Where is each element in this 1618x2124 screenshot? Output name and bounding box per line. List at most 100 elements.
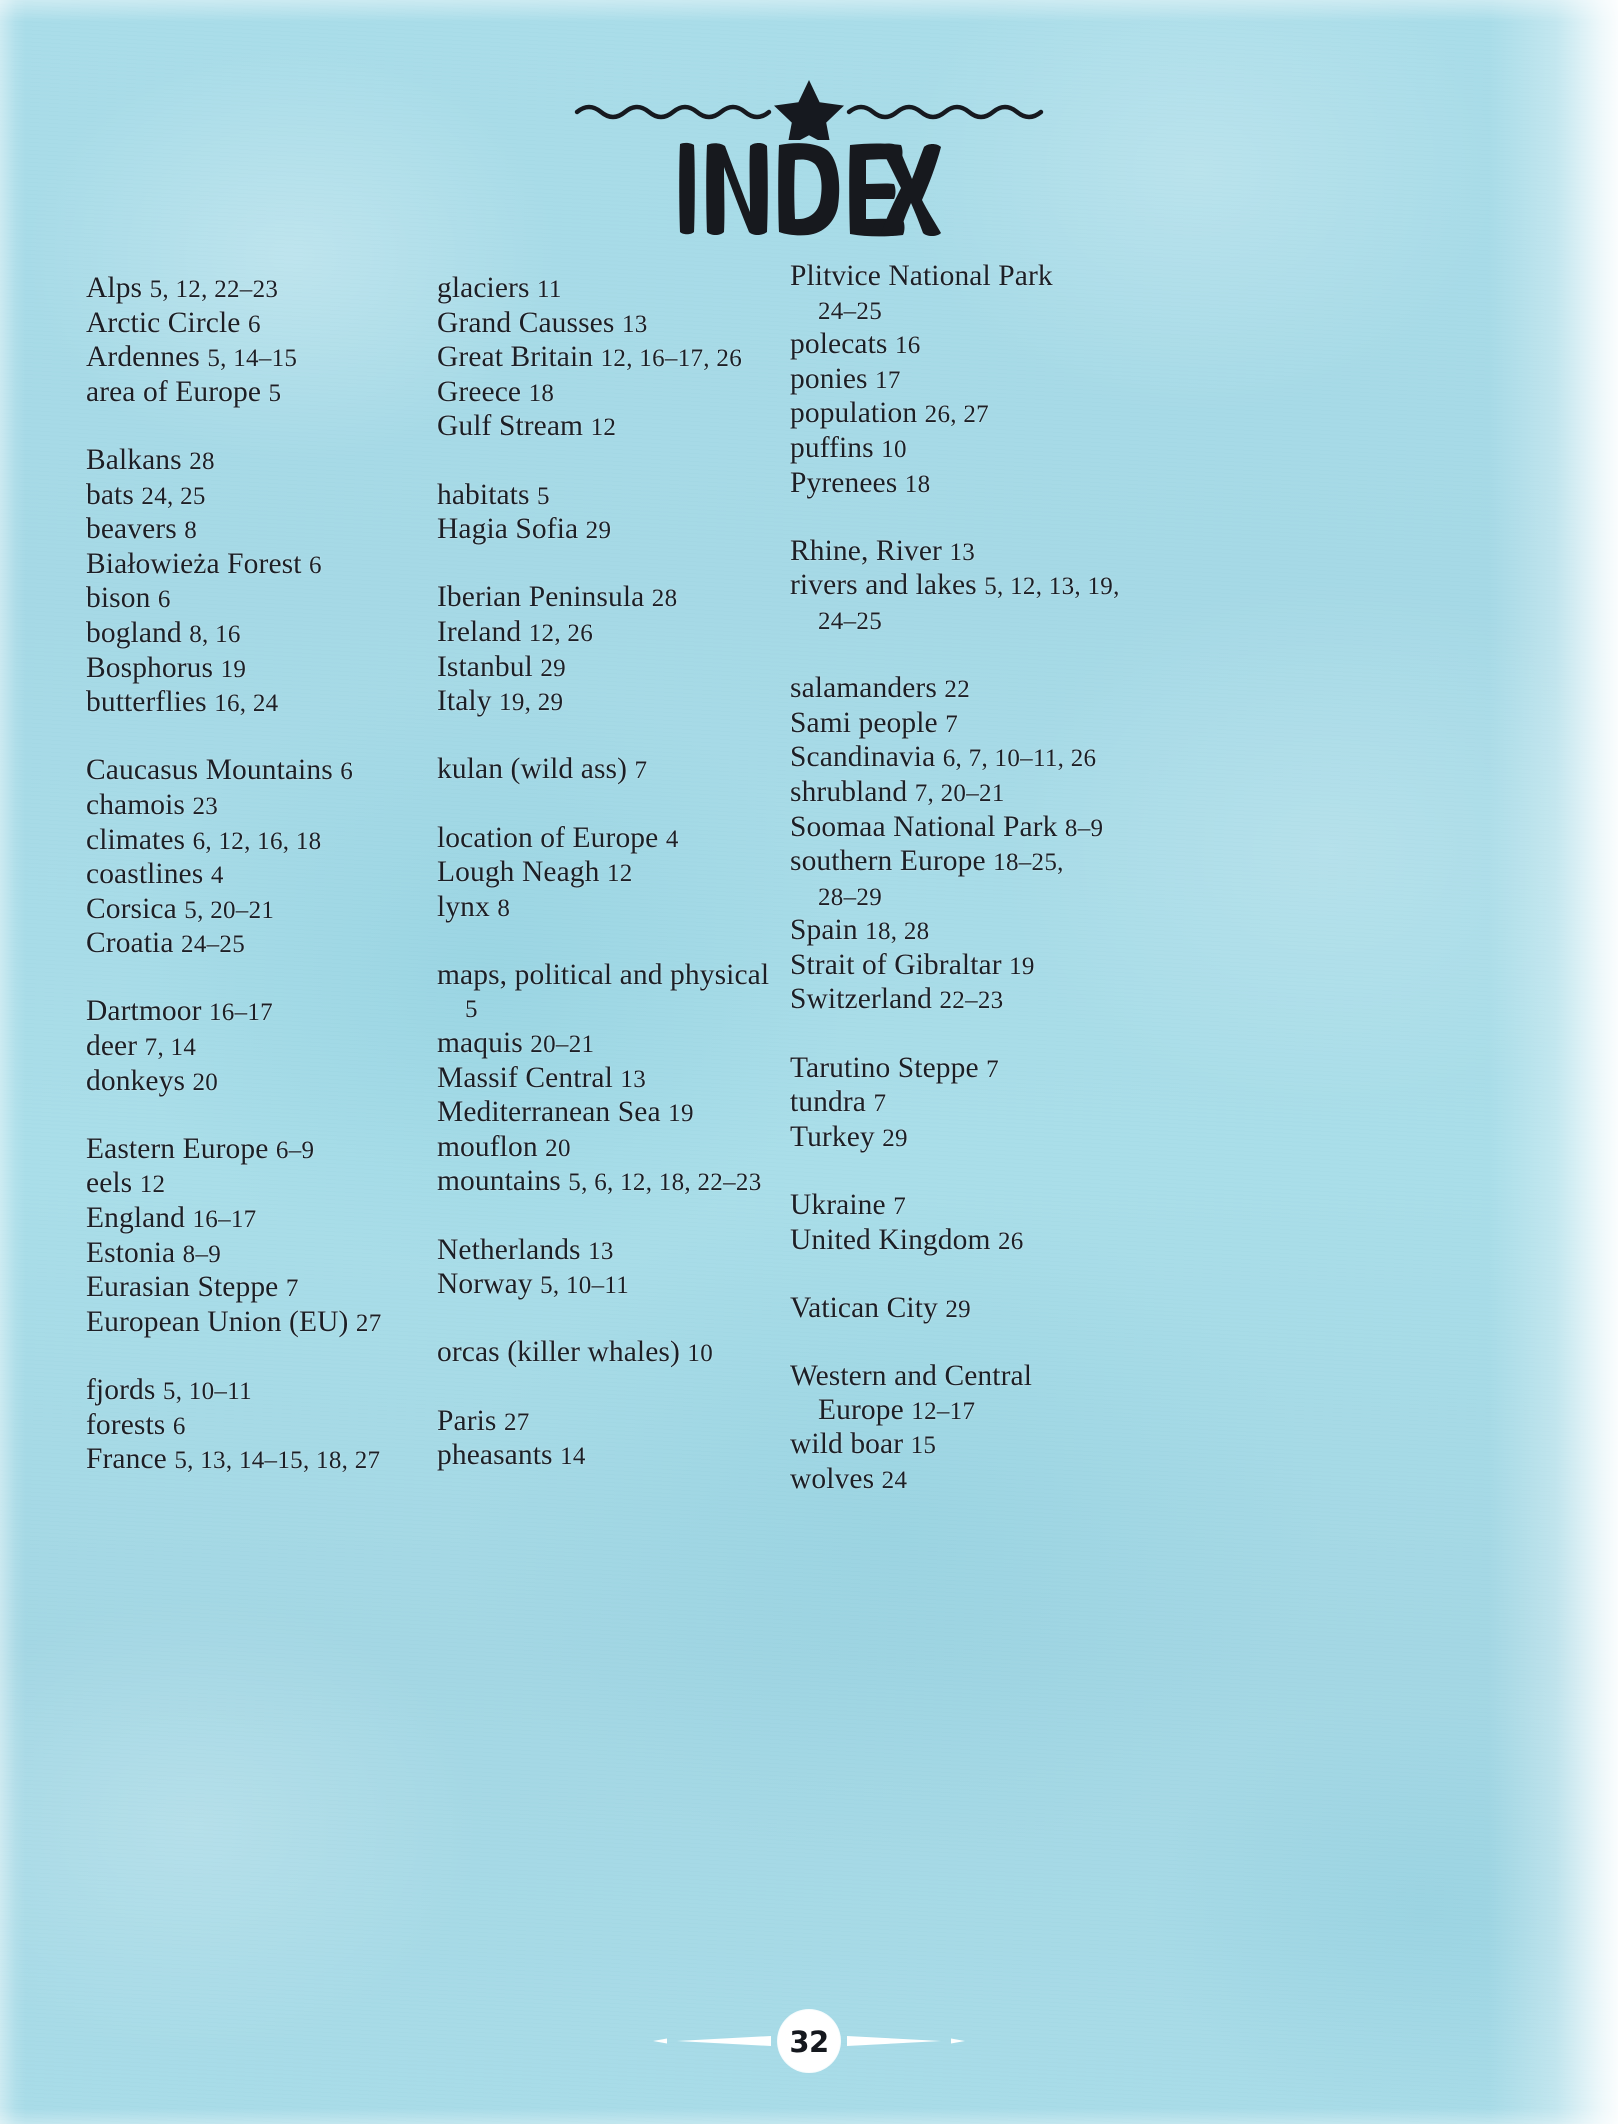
index-entry-pages: 20 <box>192 1068 219 1096</box>
index-entry-pages: 6–9 <box>275 1136 315 1164</box>
index-entry-term: Alps <box>86 272 150 304</box>
index-group-separator <box>790 1326 1145 1360</box>
index-entry-pages: 19 <box>668 1100 694 1128</box>
index-entry-term: Eurasian Steppe <box>86 1271 286 1304</box>
index-entry-pages: 7, 14 <box>144 1034 197 1062</box>
index-entry-term: Turkey <box>790 1120 883 1153</box>
index-entry-term: Pyrenees <box>790 466 905 499</box>
index-entry-term: bats <box>86 478 142 511</box>
index-entry: Gulf Stream 12 <box>437 410 782 445</box>
index-entry: salamanders 22 <box>790 672 1145 707</box>
index-entry-term: area of Europe <box>86 375 269 408</box>
index-entry-pages: 12 <box>139 1171 166 1199</box>
index-entry-term: Ukraine <box>790 1189 894 1222</box>
index-entry: glaciers 11 <box>437 272 782 307</box>
index-entry-term: Western and Central <box>790 1360 1032 1392</box>
index-entry-term: Eastern Europe <box>86 1132 276 1165</box>
index-entry: Spain 18, 28 <box>790 914 1145 949</box>
index-entry-term: fjords <box>86 1374 163 1406</box>
index-group-separator <box>437 548 782 582</box>
index-entry: puffins 10 <box>790 432 1145 467</box>
index-entry: Ireland 12, 26 <box>437 616 782 651</box>
index-entry-term: mouflon <box>437 1130 546 1163</box>
index-entry-pages: 20 <box>545 1134 571 1162</box>
index-entry-pages: 7 <box>873 1090 887 1118</box>
index-entry-pages: 8–9 <box>182 1240 222 1268</box>
index-entry: Estonia 8–9 <box>86 1237 416 1272</box>
index-entry-pages: 6 <box>340 758 354 786</box>
index-entry: Arctic Circle 6 <box>86 307 416 342</box>
index-entry: Greece 18 <box>437 376 782 411</box>
index-group-separator <box>437 720 782 754</box>
title-ornament <box>569 78 1049 147</box>
index-entry: Croatia 24–25 <box>86 927 416 962</box>
index-entry-pages: 4 <box>210 862 224 890</box>
index-entry: Eastern Europe 6–9 <box>86 1133 416 1168</box>
index-entry-term: wolves <box>790 1462 882 1495</box>
index-group-separator <box>790 1258 1145 1292</box>
index-entry: habitats 5 <box>437 479 782 514</box>
index-entry-pages: 13 <box>949 538 976 566</box>
index-entry-term: salamanders <box>790 672 945 705</box>
index-entry-term: deer <box>86 1030 145 1063</box>
index-entry-term: shrubland <box>790 775 915 808</box>
index-entry: maquis 20–21 <box>437 1027 782 1062</box>
index-entry: Bosphorus 19 <box>86 652 416 687</box>
index-entry-pages: 8 <box>497 894 511 922</box>
index-entry-pages: 4 <box>665 825 679 853</box>
index-entry-term: bogland <box>86 616 190 649</box>
index-entry-pages: 12, 26 <box>528 619 594 647</box>
page-edge-left-glow <box>0 0 26 2124</box>
index-entry: Lough Neagh 12 <box>437 856 782 891</box>
index-entry-pages: 27 <box>503 1408 530 1436</box>
index-entry-term: Sami people <box>790 706 946 739</box>
index-entry-pages: 6, 12, 16, 18 <box>192 827 322 855</box>
index-entry: France 5, 13, 14–15, 18, 27 <box>86 1443 416 1478</box>
index-entry-pages: 16 <box>894 332 921 360</box>
index-entry-pages: 24, 25 <box>141 482 206 510</box>
index-entry: Iberian Peninsula 28 <box>437 581 782 616</box>
star-icon <box>774 80 844 147</box>
index-entry-pages: 5, 12, 13, 19, <box>984 573 1120 601</box>
index-entry: southern Europe 18–25, 28–29 <box>790 845 1145 914</box>
index-entry: bison 6 <box>86 582 416 617</box>
index-entry-pages: 24–25 <box>181 931 246 959</box>
index-entry: Turkey 29 <box>790 1121 1145 1156</box>
index-entry: Strait of Gibraltar 19 <box>790 949 1145 984</box>
index-entry-continuation-pages: 28–29 <box>818 883 882 911</box>
index-entry: Mediterranean Sea 19 <box>437 1096 782 1131</box>
index-entry: forests 6 <box>86 1409 416 1444</box>
index-entry-term: Balkans <box>86 443 190 476</box>
index-entry-pages: 19 <box>1009 952 1035 980</box>
index-group-separator <box>790 1018 1145 1052</box>
index-entry-pages: 13 <box>620 1065 646 1093</box>
index-entry: Corsica 5, 20–21 <box>86 893 416 928</box>
index-entry-pages: 5, 10–11 <box>162 1378 252 1405</box>
index-group-separator <box>86 1099 416 1133</box>
index-entry: Sami people 7 <box>790 707 1145 742</box>
index-entry-pages: 5 <box>537 482 550 510</box>
index-entry: Paris 27 <box>437 1405 782 1440</box>
index-entry: Tarutino Steppe 7 <box>790 1052 1145 1087</box>
index-entry-pages: 6 <box>172 1412 186 1440</box>
index-entry: Hagia Sofia 29 <box>437 513 782 548</box>
page-edge-right-glow <box>1488 0 1618 2124</box>
index-entry: orcas (killer whales) 10 <box>437 1336 782 1371</box>
index-entry-term: chamois <box>86 788 193 821</box>
index-entry-term: Mediterranean Sea <box>437 1096 669 1129</box>
index-entry: climates 6, 12, 16, 18 <box>86 824 416 859</box>
index-entry: Ardennes 5, 14–15 <box>86 341 416 376</box>
index-entry-term: Great Britain <box>437 341 601 374</box>
index-entry-pages: 10 <box>881 435 907 463</box>
index-entry-term: Strait of Gibraltar <box>790 948 1010 981</box>
index-entry-term: orcas (killer whales) <box>437 1336 688 1369</box>
index-entry-term: Iberian Peninsula <box>437 581 652 614</box>
index-group-separator <box>437 788 782 822</box>
index-entry-pages: 18 <box>904 470 931 498</box>
index-entry-term: bison <box>86 582 158 615</box>
index-entry: Ukraine 7 <box>790 1189 1145 1224</box>
index-entry: lynx 8 <box>437 891 782 926</box>
footer-ornament-right <box>847 2033 965 2049</box>
index-entry: deer 7, 14 <box>86 1030 416 1065</box>
